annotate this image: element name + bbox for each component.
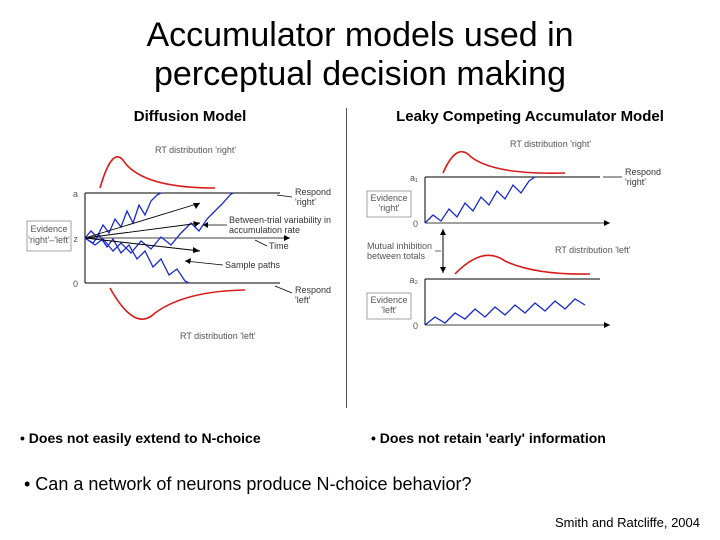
svg-text:RT distribution 'right': RT distribution 'right' <box>510 139 591 149</box>
svg-text:between totals: between totals <box>367 251 426 261</box>
right-heading: Leaky Competing Accumulator Model <box>396 108 664 125</box>
svg-text:RT distribution 'right': RT distribution 'right' <box>155 145 236 155</box>
diffusion-diagram: Evidence 'right'–'left' a z 0 RT distrib… <box>20 133 360 363</box>
svg-text:Respond: Respond <box>295 285 331 295</box>
svg-text:Mutual inhibition: Mutual inhibition <box>367 241 432 251</box>
bullets-row: • Does not easily extend to N-choice • D… <box>20 430 700 446</box>
svg-text:Time: Time <box>269 241 289 251</box>
citation: Smith and Ratcliffe, 2004 <box>555 515 700 530</box>
svg-text:Evidence: Evidence <box>370 193 407 203</box>
question-bullet: • Can a network of neurons produce N-cho… <box>20 474 700 495</box>
left-heading: Diffusion Model <box>134 108 247 125</box>
svg-text:accumulation rate: accumulation rate <box>229 225 300 235</box>
svg-text:'left': 'left' <box>295 295 311 305</box>
svg-text:z: z <box>74 234 79 244</box>
svg-text:RT distribution 'left': RT distribution 'left' <box>180 331 256 341</box>
svg-text:Between-trial variability in: Between-trial variability in <box>229 215 331 225</box>
svg-text:Evidence: Evidence <box>370 295 407 305</box>
svg-text:a: a <box>73 189 78 199</box>
two-column-layout: Diffusion Model Evidence 'right'–'left' … <box>20 108 700 428</box>
left-bullet: • Does not easily extend to N-choice <box>20 430 349 446</box>
title-line1: Accumulator models used in <box>146 16 573 54</box>
svg-text:'right': 'right' <box>379 203 400 213</box>
right-column: Leaky Competing Accumulator Model Eviden… <box>360 108 700 428</box>
svg-text:0: 0 <box>413 321 418 331</box>
svg-text:a₂: a₂ <box>410 275 419 285</box>
slide-title: Accumulator models used in perceptual de… <box>50 16 670 94</box>
svg-text:'left': 'left' <box>381 305 397 315</box>
left-column: Diffusion Model Evidence 'right'–'left' … <box>20 108 360 428</box>
svg-text:0: 0 <box>73 279 78 289</box>
svg-text:'right': 'right' <box>625 177 646 187</box>
svg-text:Sample paths: Sample paths <box>225 260 281 270</box>
svg-text:a₁: a₁ <box>410 173 418 183</box>
svg-text:Evidence: Evidence <box>30 224 67 234</box>
svg-text:RT distribution 'left': RT distribution 'left' <box>555 245 631 255</box>
column-divider <box>346 108 347 408</box>
svg-text:'right'–'left': 'right'–'left' <box>28 235 70 245</box>
title-line2: perceptual decision making <box>154 55 566 93</box>
svg-text:'right': 'right' <box>295 197 316 207</box>
lca-diagram: Evidence 'right' a₁ 0 RT distribution 'r… <box>360 133 700 363</box>
right-bullet: • Does not retain 'early' information <box>349 430 700 446</box>
svg-text:Respond: Respond <box>295 187 331 197</box>
svg-text:0: 0 <box>413 219 418 229</box>
svg-text:Respond: Respond <box>625 167 661 177</box>
